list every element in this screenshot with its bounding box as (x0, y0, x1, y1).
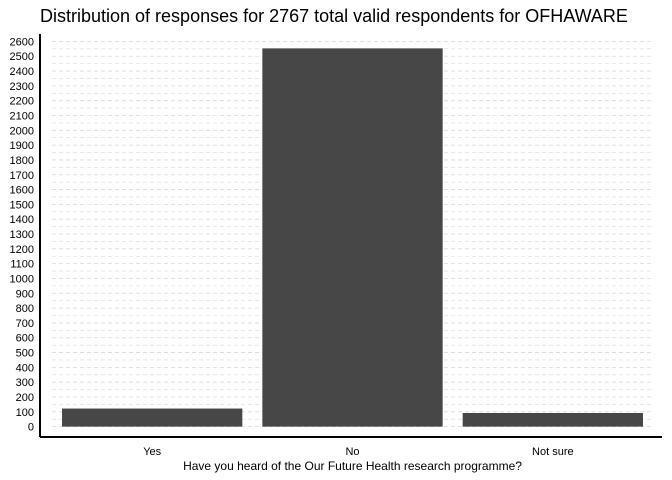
x-tick-label: Yes (143, 446, 161, 458)
bar-yes (62, 408, 243, 427)
y-tick-label: 2000 (10, 125, 34, 137)
y-tick-label: 1700 (10, 170, 34, 182)
y-tick-label: 200 (16, 392, 34, 404)
y-tick-labels: 0 100 200 300 400 500 600 700 800 900 1000 1100 1200… (10, 36, 34, 433)
y-tick-label: 400 (16, 362, 34, 374)
bar-no (262, 48, 443, 427)
y-tick-label: 1800 (10, 155, 34, 167)
y-tick-label: 800 (16, 303, 34, 315)
y-tick-label: 600 (16, 333, 34, 345)
bars (62, 48, 643, 427)
x-axis-title: Have you heard of the Our Future Health … (183, 459, 522, 473)
y-tick-label: 900 (16, 288, 34, 300)
x-tick-labels: Yes No Not sure (143, 446, 573, 458)
y-tick-label: 1300 (10, 229, 34, 241)
y-tick-label: 2300 (10, 81, 34, 93)
x-tick-label: Not sure (532, 446, 574, 458)
y-tick-label: 2100 (10, 110, 34, 122)
chart-title: Distribution of responses for 2767 total… (40, 6, 628, 26)
x-tick-label: No (345, 446, 359, 458)
y-tick-label: 2400 (10, 66, 34, 78)
y-tick-label: 1200 (10, 244, 34, 256)
y-tick-label: 700 (16, 318, 34, 330)
y-tick-label: 1000 (10, 273, 34, 285)
y-tick-label: 2600 (10, 36, 34, 48)
y-tick-label: 1900 (10, 140, 34, 152)
y-tick-label: 1400 (10, 214, 34, 226)
y-tick-label: 2200 (10, 96, 34, 108)
y-tick-label: 1500 (10, 199, 34, 211)
y-tick-label: 2500 (10, 51, 34, 63)
y-tick-label: 1100 (10, 259, 34, 271)
y-tick-label: 100 (16, 407, 34, 419)
y-tick-label: 1600 (10, 185, 34, 197)
y-tick-label: 300 (16, 377, 34, 389)
y-tick-label: 500 (16, 348, 34, 360)
bar-not-sure (462, 412, 643, 427)
y-tick-label: 0 (28, 422, 34, 434)
